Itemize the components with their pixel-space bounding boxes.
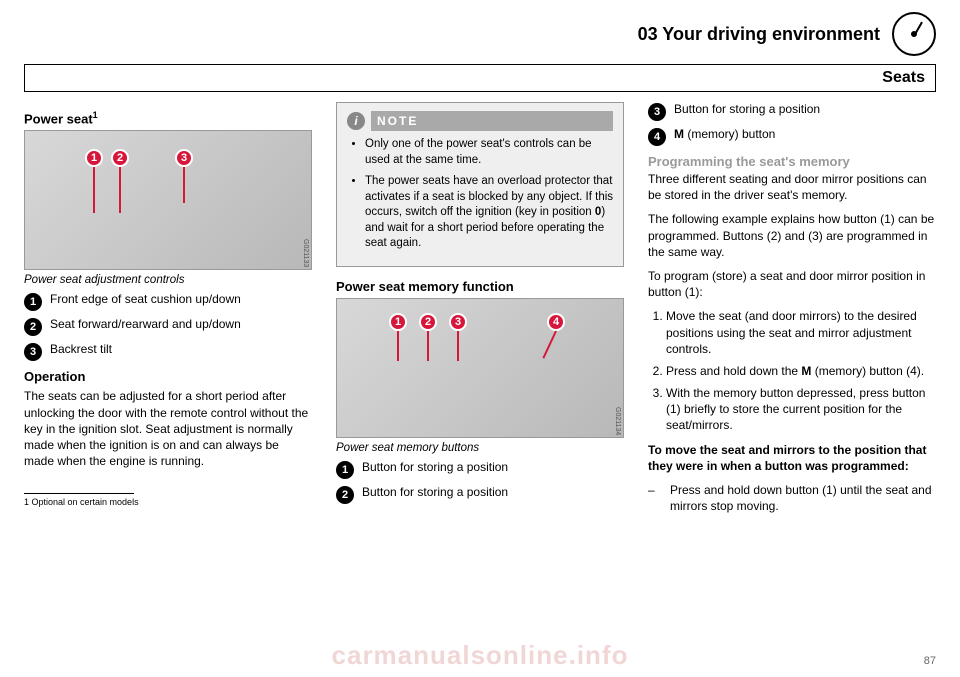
list-item: 2 Button for storing a position: [336, 485, 624, 504]
watermark: carmanualsonline.info: [332, 640, 629, 671]
badge-m1: 1: [336, 461, 354, 479]
power-seat-heading-text: Power seat: [24, 111, 93, 126]
dash-text: Press and hold down button (1) until the…: [664, 482, 936, 514]
memory-heading: Power seat memory function: [336, 279, 624, 294]
callout-line-m1: [397, 331, 399, 361]
bold-m: M: [674, 127, 684, 141]
step-item: Move the seat (and door mirrors) to the …: [666, 308, 936, 357]
columns: Power seat1 1 2 3 G021133 Power seat adj…: [24, 102, 936, 514]
badge-2: 2: [24, 318, 42, 336]
gauge-icon: [892, 12, 936, 56]
section-title-box: Seats: [24, 64, 936, 92]
callout-m3: 3: [449, 313, 467, 331]
callout-line-m4: [542, 330, 556, 358]
column-3: 3Button for storing a position 4M (memor…: [648, 102, 936, 514]
figure-caption-1: Power seat adjustment controls: [24, 274, 312, 286]
control-list: 1 Front edge of seat cushion up/down 2 Sea…: [24, 292, 312, 361]
list-text: Button for storing a position: [362, 460, 508, 474]
operation-text: The seats can be adjusted for a short pe…: [24, 388, 312, 469]
list-item: 1 Button for storing a position: [336, 460, 624, 479]
figure-id-2: G021134: [614, 407, 621, 435]
figure-memory-buttons: 1 2 3 4 G021134: [336, 298, 624, 438]
list-text: Button for storing a position: [362, 485, 508, 499]
programming-heading: Programming the seat's memory: [648, 154, 936, 169]
callout-2: 2: [111, 149, 129, 167]
note-item: The power seats have an overload protect…: [365, 174, 613, 252]
note-title: NOTE: [371, 111, 613, 131]
list-text: Button for storing a position: [674, 102, 820, 116]
figure-power-seat-controls: 1 2 3 G021133: [24, 130, 312, 270]
page-number: 87: [924, 655, 936, 667]
badge-3: 3: [24, 343, 42, 361]
callout-line-m2: [427, 331, 429, 361]
callout-m4: 4: [547, 313, 565, 331]
list-item: 3 Backrest tilt: [24, 342, 312, 361]
programming-steps: Move the seat (and door mirrors) to the …: [648, 308, 936, 433]
callout-line-3: [183, 167, 185, 203]
list-text: Backrest tilt: [50, 342, 112, 356]
note-box: i NOTE Only one of the power seat's cont…: [336, 102, 624, 267]
list-text: M (memory) button: [674, 127, 775, 141]
info-icon: i: [347, 112, 365, 130]
badge-m3: 3: [648, 103, 666, 121]
list-text: Seat forward/rearward and up/down: [50, 317, 241, 331]
header-row: 03 Your driving environment: [24, 12, 936, 56]
prog-p1: Three different seating and door mirror …: [648, 171, 936, 203]
column-2: i NOTE Only one of the power seat's cont…: [336, 102, 624, 514]
callout-line-m3: [457, 331, 459, 361]
note-header: i NOTE: [347, 111, 613, 131]
step-item: With the memory button depressed, press …: [666, 385, 936, 434]
callout-line-1: [93, 167, 95, 213]
footnote-separator: [24, 493, 134, 494]
callout-line-2: [119, 167, 121, 213]
step-item: Press and hold down the M (memory) butto…: [666, 363, 936, 379]
memory-list: 1 Button for storing a position 2 Button f…: [336, 460, 624, 504]
dash-list: Press and hold down button (1) until the…: [648, 482, 936, 514]
after-bold: (memory) button: [684, 127, 775, 141]
power-seat-heading: Power seat1: [24, 110, 312, 126]
note-item: Only one of the power seat's controls ca…: [365, 137, 613, 168]
move-bold-line: To move the seat and mirrors to the posi…: [648, 442, 936, 474]
chapter-title: 03 Your driving environment: [638, 24, 880, 45]
dash-item: Press and hold down button (1) until the…: [648, 482, 936, 514]
badge-m4: 4: [648, 128, 666, 146]
badge-1: 1: [24, 293, 42, 311]
operation-heading: Operation: [24, 369, 312, 384]
page: 03 Your driving environment Seats Power …: [0, 0, 960, 677]
footnote-text: 1 Optional on certain models: [24, 497, 312, 507]
list-text: Front edge of seat cushion up/down: [50, 292, 241, 306]
callout-m2: 2: [419, 313, 437, 331]
callout-1: 1: [85, 149, 103, 167]
bold-move-line: To move the seat and mirrors to the posi…: [648, 443, 926, 473]
footnote-ref: 1: [93, 110, 98, 120]
memory-list-cont: 3Button for storing a position 4M (memor…: [648, 102, 936, 146]
callout-m1: 1: [389, 313, 407, 331]
list-item: 3 Button for storing a position: [648, 102, 936, 121]
figure-id-1: G021133: [302, 239, 309, 267]
callout-3: 3: [175, 149, 193, 167]
prog-p2: The following example explains how butto…: [648, 211, 936, 260]
note-list: Only one of the power seat's controls ca…: [347, 137, 613, 252]
list-item: 4M (memory) button: [648, 127, 936, 146]
prog-p3: To program (store) a seat and door mirro…: [648, 268, 936, 300]
column-1: Power seat1 1 2 3 G021133 Power seat adj…: [24, 102, 312, 514]
list-item: 2 Seat forward/rearward and up/down: [24, 317, 312, 336]
list-item: 1 Front edge of seat cushion up/down: [24, 292, 312, 311]
figure-caption-2: Power seat memory buttons: [336, 442, 624, 454]
section-title: Seats: [882, 69, 925, 86]
badge-m2: 2: [336, 486, 354, 504]
